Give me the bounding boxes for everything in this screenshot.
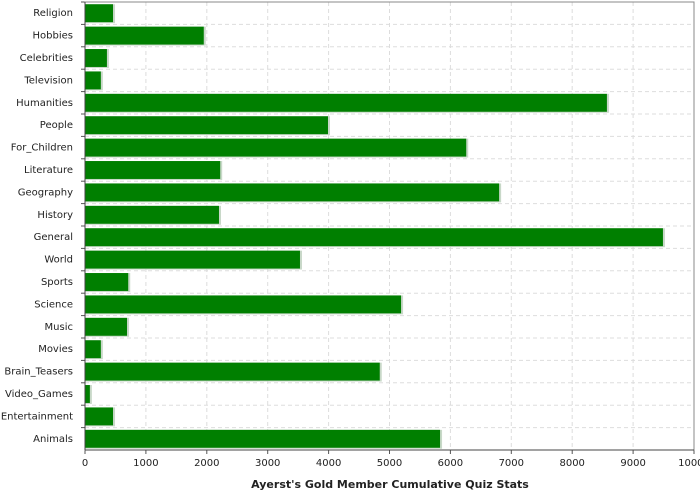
bar [85, 385, 90, 403]
y-tick-label: Entertainment [1, 411, 73, 422]
y-tick-label: People [40, 120, 73, 131]
bar [85, 273, 129, 291]
y-tick-label: Brain_Teasers [4, 367, 73, 378]
bar [85, 26, 204, 45]
y-tick-label: Music [45, 322, 73, 333]
y-tick-label: Celebrities [20, 53, 73, 64]
x-tick-label: 3000 [255, 458, 280, 469]
y-tick-label: For_Children [11, 143, 73, 154]
y-tick-label: General [34, 232, 73, 243]
bar [85, 295, 402, 314]
x-tick-label: 1000 [133, 458, 158, 469]
x-tick-label: 7000 [499, 458, 524, 469]
y-tick-label: Hobbies [33, 31, 73, 42]
chart-title: Ayerst's Gold Member Cumulative Quiz Sta… [251, 478, 529, 491]
x-tick-label: 9000 [620, 458, 645, 469]
y-tick-label: Humanities [16, 98, 73, 109]
bar [85, 317, 128, 336]
x-tick-label: 8000 [559, 458, 584, 469]
y-tick-label: Television [23, 75, 73, 86]
y-tick-label: Geography [18, 187, 73, 198]
bar [85, 49, 107, 67]
y-tick-label: Sports [41, 277, 73, 288]
x-tick-label: 5000 [377, 458, 402, 469]
y-tick-label: Movies [38, 344, 73, 355]
y-tick-label: Video_Games [5, 389, 73, 400]
y-tick-label: History [37, 210, 73, 221]
y-tick-label: Literature [24, 165, 73, 176]
bar [85, 4, 114, 23]
bar [85, 71, 101, 90]
bar [85, 138, 467, 157]
bar [85, 362, 380, 381]
x-tick-label: 2000 [194, 458, 219, 469]
y-tick-label: Religion [33, 8, 73, 19]
bar [85, 93, 607, 112]
bar [85, 340, 101, 359]
bar [85, 161, 221, 179]
bar [85, 183, 500, 202]
y-tick-label: World [44, 255, 73, 266]
y-tick-label: Science [34, 299, 73, 310]
bar [85, 116, 328, 135]
x-tick-label: 4000 [316, 458, 341, 469]
bar [85, 407, 114, 426]
bar [85, 429, 441, 448]
x-tick-label: 0 [82, 458, 88, 469]
bar [85, 205, 219, 224]
x-tick-label: 10000 [678, 458, 700, 469]
bar [85, 228, 663, 247]
bar [85, 250, 300, 269]
x-tick-label: 6000 [438, 458, 463, 469]
y-tick-label: Animals [33, 434, 73, 445]
